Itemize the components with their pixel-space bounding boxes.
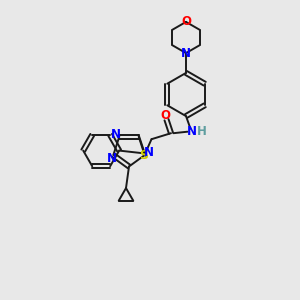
Text: S: S — [140, 149, 148, 162]
Text: N: N — [181, 46, 191, 60]
Text: N: N — [110, 128, 120, 141]
Text: N: N — [187, 125, 197, 138]
Text: N: N — [144, 146, 154, 159]
Text: O: O — [181, 15, 191, 28]
Text: O: O — [160, 109, 170, 122]
Text: N: N — [107, 152, 117, 165]
Text: H: H — [197, 125, 207, 138]
